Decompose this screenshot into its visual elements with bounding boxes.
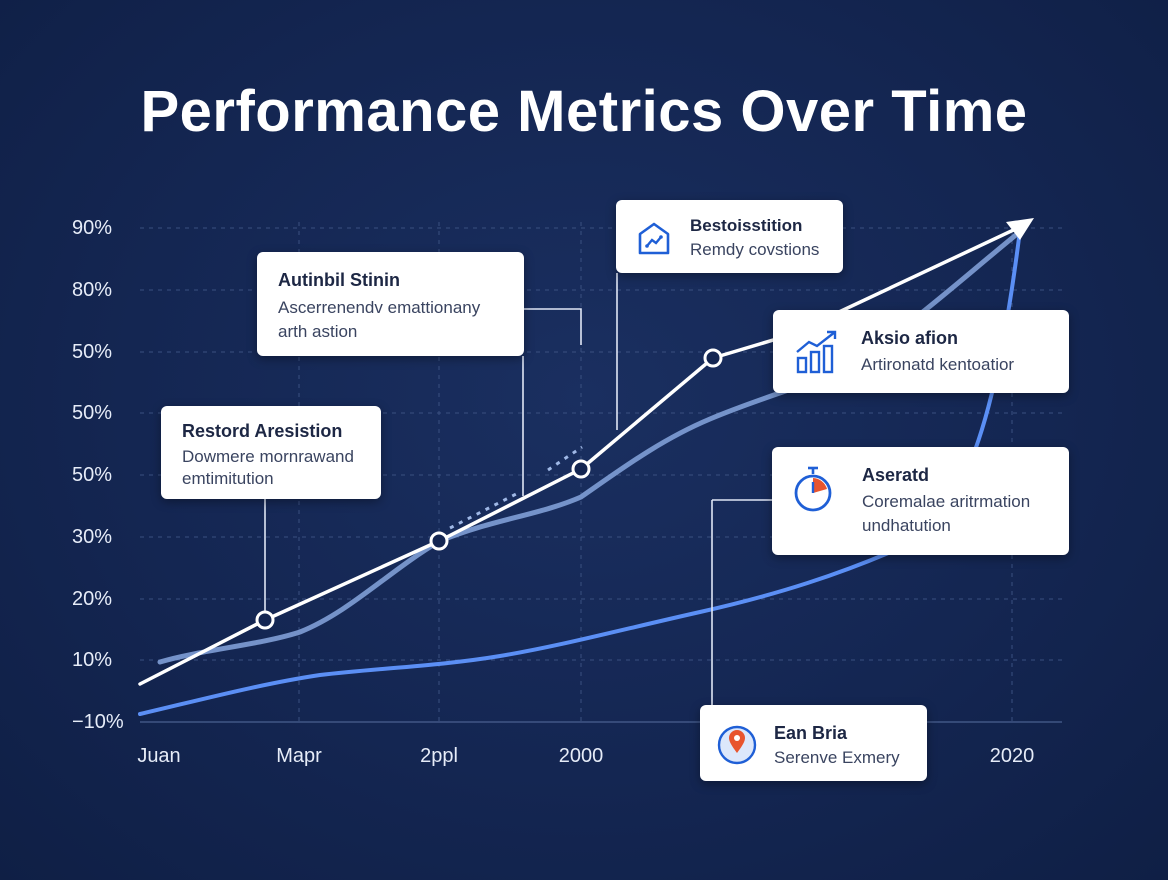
annotation-line: Remdy covstions [690, 240, 820, 259]
y-tick-label: 50% [72, 464, 113, 486]
x-tick-label: 2000 [558, 745, 604, 767]
annotation-ean-bria: Ean Bria Serenve Exmery [700, 705, 927, 781]
data-point-marker [255, 610, 275, 630]
annotation-leader-line [523, 308, 582, 345]
house-chart-icon [638, 222, 670, 255]
annotation-line: emtimitution [182, 469, 274, 488]
annotation-aksio-afion: Aksio afion Artironatd kentoatior [773, 310, 1069, 393]
annotation-autinbil-stinin: Autinbil Stinin Ascerrenendv emattionany… [257, 252, 524, 356]
chart-title: Performance Metrics Over Time [140, 79, 1028, 144]
annotation-line: undhatution [862, 516, 951, 535]
data-point-marker [429, 531, 449, 551]
location-pin-icon [717, 725, 757, 765]
series-arrowhead [1006, 218, 1034, 240]
annotation-title: Aksio afion [861, 328, 959, 348]
annotation-title: Ean Bria [774, 723, 848, 743]
stopwatch-icon [794, 466, 832, 512]
series-line-dashed-segment [449, 445, 583, 530]
annotation-title: Bestoisstition [690, 216, 803, 235]
annotation-line: Artironatd kentoatior [861, 355, 1015, 374]
y-tick-label: 90% [72, 217, 113, 239]
annotation-bestoisstition: Bestoisstition Remdy covstions [616, 200, 843, 273]
x-tick-label: Mapr [276, 745, 322, 767]
y-tick-label: 10% [72, 649, 113, 671]
y-tick-label: 50% [72, 402, 113, 424]
annotation-line: Serenve Exmery [774, 748, 900, 767]
annotation-title: Autinbil Stinin [278, 270, 400, 290]
annotation-restord-aresistion: Restord Aresistion Dowmere mornrawand em… [161, 406, 381, 499]
annotation-line: Ascerrenendv emattionany [278, 298, 481, 317]
y-tick-label: −10% [72, 711, 124, 733]
y-tick-label: 80% [72, 279, 113, 301]
x-tick-label: Juan [137, 745, 181, 767]
annotation-line: Dowmere mornrawand [182, 447, 354, 466]
bar-chart-growth-icon [796, 330, 837, 374]
data-point-marker [703, 348, 723, 368]
x-tick-label: 2020 [989, 745, 1035, 767]
annotation-title: Aseratd [862, 465, 930, 485]
x-tick-label: 2ppl [420, 745, 458, 767]
annotation-line: Coremalae aritrmation [862, 492, 1031, 511]
annotation-title: Restord Aresistion [182, 421, 343, 441]
y-tick-label: 50% [72, 341, 113, 363]
y-tick-label: 30% [72, 526, 113, 548]
annotation-aseratd: Aseratd Coremalae aritrmation undhatutio… [772, 447, 1069, 555]
data-point-marker [571, 459, 591, 479]
annotation-line: arth astion [278, 322, 358, 341]
y-tick-label: 20% [72, 588, 113, 610]
